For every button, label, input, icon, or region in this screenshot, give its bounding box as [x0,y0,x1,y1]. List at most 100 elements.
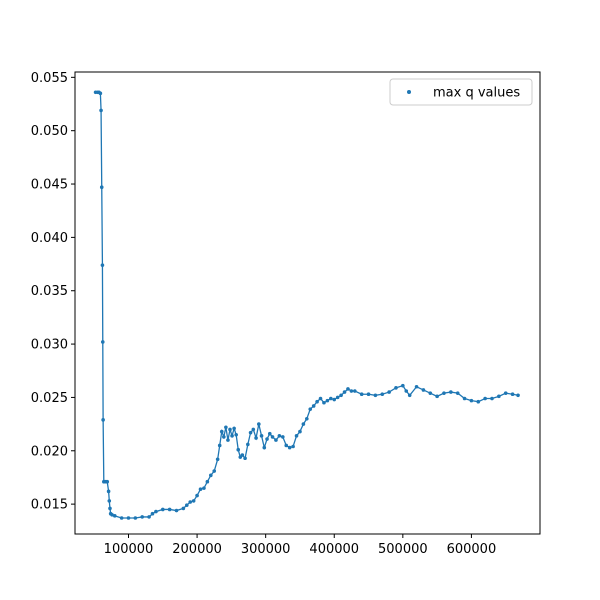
data-point [287,445,292,450]
x-tick-label: 100000 [104,542,154,557]
data-point [373,393,378,398]
data-point [202,486,206,490]
data-point [349,389,354,393]
data-point [274,438,278,442]
data-point [240,453,245,457]
y-tick-label: 0.045 [31,178,68,193]
data-point [270,435,275,439]
data-point [510,392,515,397]
data-point [281,435,285,439]
data-point [160,507,165,512]
data-point [215,457,220,462]
data-point [226,438,230,442]
data-point [209,473,213,478]
data-point [101,418,105,422]
data-point [346,387,350,391]
data-point [353,389,357,393]
data-point [277,434,282,438]
data-point [322,400,326,405]
data-point [254,436,258,440]
x-tick-label: 600000 [447,542,497,557]
data-point [490,396,494,401]
legend: max q values [389,78,533,106]
data-point [359,392,364,397]
data-point [342,390,347,394]
data-point [251,427,256,432]
data-point [219,429,224,434]
data-point [107,499,112,503]
data-point [516,393,520,398]
data-point [126,516,131,520]
data-point [267,431,272,436]
data-point [119,516,124,520]
data-point [301,422,306,426]
data-point [311,404,316,408]
data-point [401,383,405,388]
data-point [191,499,196,503]
data-point [315,399,319,404]
data-point [174,508,179,513]
x-tick-label: 500000 [378,542,428,557]
data-point [435,394,439,399]
data-point [442,391,446,395]
data-point [298,429,302,434]
data-point [318,396,323,401]
legend-marker [407,90,411,94]
data-point [428,391,433,395]
y-tick-label: 0.025 [31,391,68,406]
data-point [212,469,217,473]
data-point [284,443,289,448]
data-point [262,445,267,450]
data-point [308,407,313,411]
data-point [449,390,453,394]
y-tick-label: 0.030 [31,338,68,353]
data-point [110,512,114,517]
data-point [257,422,261,426]
data-point [469,398,474,403]
data-point [497,394,501,399]
y-tick-label: 0.020 [31,444,68,459]
data-point [236,447,241,452]
data-point [394,386,398,390]
data-point [228,427,232,432]
data-point [154,509,158,514]
data-point [234,432,238,437]
data-point [188,500,193,504]
data-point [217,443,222,448]
x-tick-label: 200000 [172,542,222,557]
plot-frame [74,71,541,535]
data-point [133,516,138,520]
data-point [265,437,269,441]
data-point [414,384,419,389]
data-point [305,416,309,421]
data-point [108,506,112,511]
y-tick-label: 0.040 [31,231,68,246]
data-point [332,397,337,402]
data-point [150,511,155,516]
axes-layer: 100000 200000 300000 400000 500000 600000 0.01… [31,71,541,557]
y-tick-label: 0.050 [31,124,68,139]
x-tick-label: 400000 [309,542,359,557]
data-point [224,425,228,430]
data-point [230,434,234,438]
data-point [246,442,250,447]
data-point [99,108,103,113]
data-point [380,392,385,397]
data-point [222,435,226,439]
data-point [99,185,104,190]
x-tick-label: 300000 [241,542,291,557]
data-point [112,514,117,518]
data-point [325,398,330,403]
data-point [366,392,371,397]
series-line [95,91,519,519]
data-point [184,503,189,507]
data-point [232,426,236,431]
data-point [198,487,203,491]
data-point [503,391,508,395]
data-point [476,399,481,404]
series-layer [93,90,520,520]
data-point [462,396,467,401]
data-point [98,91,103,96]
data-point [105,479,110,484]
